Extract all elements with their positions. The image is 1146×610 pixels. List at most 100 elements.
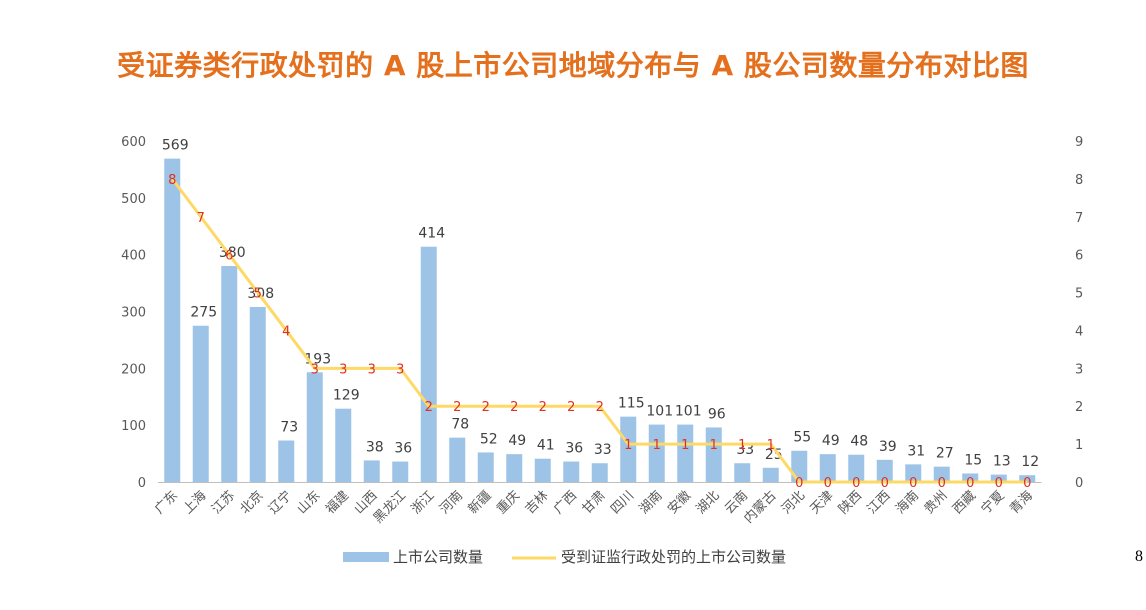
bar-value-label: 275 [190, 305, 217, 321]
y-right-tick-label: 1 [1075, 438, 1083, 453]
legend-label-line: 受到证监行政处罚的上市公司数量 [561, 548, 786, 566]
y-left-tick-label: 500 [121, 192, 146, 207]
y-left-tick-label: 400 [121, 249, 146, 264]
category-label: 宁夏 [978, 488, 1008, 518]
category-label: 重庆 [493, 488, 523, 518]
y-left-tick-label: 100 [121, 419, 146, 434]
bar-value-label: 25 [765, 447, 783, 463]
category-label: 吉林 [523, 488, 552, 517]
bar [335, 408, 352, 482]
line-value-label: 0 [1023, 476, 1031, 491]
bar-value-label: 129 [333, 388, 360, 404]
category-label: 内蒙古 [741, 488, 780, 527]
bar-value-label: 101 [646, 404, 673, 420]
bar [591, 463, 608, 482]
line-value-label: 3 [339, 362, 347, 377]
category-label: 青海 [1007, 488, 1036, 517]
category-label: 新疆 [465, 488, 495, 518]
legend-swatch-bars [343, 552, 389, 562]
bar-value-label: 38 [366, 439, 384, 455]
category-label: 浙江 [409, 488, 438, 517]
line-value-label: 0 [881, 476, 889, 491]
line-value-label: 1 [738, 438, 746, 453]
line-value-label: 1 [653, 438, 661, 453]
line-value-label: 1 [767, 438, 775, 453]
bar [791, 450, 808, 482]
category-label: 广西 [551, 488, 580, 517]
bar [477, 452, 494, 482]
line-value-label: 0 [795, 476, 803, 491]
category-label: 湖北 [694, 488, 723, 517]
line-value-label: 2 [567, 400, 575, 415]
bar [848, 454, 865, 482]
bar-value-label: 27 [936, 446, 954, 462]
category-label: 河北 [779, 488, 808, 517]
bar [221, 266, 238, 482]
bar-value-label: 49 [822, 433, 840, 449]
bar [819, 454, 836, 482]
bar [392, 461, 409, 482]
bar-value-label: 569 [162, 138, 189, 154]
line-value-label: 0 [824, 476, 832, 491]
bar-value-label: 73 [280, 420, 298, 436]
bar-value-label: 13 [993, 454, 1011, 470]
bar-value-label: 36 [394, 441, 412, 457]
bar-value-label: 33 [736, 442, 754, 458]
bar [506, 454, 523, 482]
bar-value-label: 55 [793, 430, 811, 446]
category-label: 北京 [238, 488, 267, 517]
category-label: 陕西 [836, 488, 865, 517]
line-value-label: 0 [938, 476, 946, 491]
page-number: 8 [1135, 548, 1143, 565]
line-value-label: 3 [396, 362, 404, 377]
category-label: 贵州 [922, 488, 951, 517]
bar [563, 461, 580, 482]
bar-value-label: 33 [594, 442, 612, 458]
y-right-tick-label: 3 [1075, 362, 1083, 377]
bar [449, 437, 466, 482]
category-label: 山东 [295, 488, 324, 517]
bar [762, 467, 779, 482]
line-value-label: 5 [254, 287, 262, 302]
y-left-tick-label: 300 [121, 306, 146, 321]
bar [1019, 475, 1036, 482]
category-label: 上海 [181, 488, 210, 517]
bar [933, 466, 950, 482]
line-value-label: 3 [311, 362, 319, 377]
category-label: 天津 [808, 488, 837, 517]
line-value-label: 4 [282, 324, 290, 339]
legend-label-bars: 上市公司数量 [393, 548, 483, 566]
line-value-label: 0 [852, 476, 860, 491]
category-label: 西藏 [950, 488, 979, 517]
line-value-label: 8 [168, 173, 176, 188]
bar-value-label: 36 [565, 441, 583, 457]
y-right-tick-label: 6 [1075, 249, 1083, 264]
bar [734, 463, 751, 482]
bar [420, 246, 437, 482]
bar [192, 325, 209, 482]
category-label: 四川 [608, 488, 637, 517]
category-label: 江苏 [208, 488, 238, 518]
line-value-label: 1 [624, 438, 632, 453]
category-label: 河南 [436, 488, 466, 518]
bar-value-label: 52 [480, 431, 498, 447]
category-label: 海南 [892, 488, 922, 518]
bar-value-label: 41 [537, 438, 555, 454]
bar [705, 427, 722, 482]
bar-value-label: 101 [675, 404, 702, 420]
bar [962, 473, 979, 482]
y-right-tick-label: 0 [1075, 476, 1083, 491]
line-value-label: 1 [710, 438, 718, 453]
bar-value-label: 31 [907, 443, 925, 459]
line-value-label: 2 [510, 400, 518, 415]
line-value-label: 0 [966, 476, 974, 491]
y-right-tick-label: 7 [1075, 211, 1083, 226]
category-label: 辽宁 [265, 488, 295, 518]
line-value-label: 2 [482, 400, 490, 415]
category-label: 甘肃 [580, 488, 609, 517]
bar [363, 460, 380, 482]
category-label: 江西 [865, 488, 894, 517]
line-value-label: 2 [596, 400, 604, 415]
bar [278, 440, 295, 482]
